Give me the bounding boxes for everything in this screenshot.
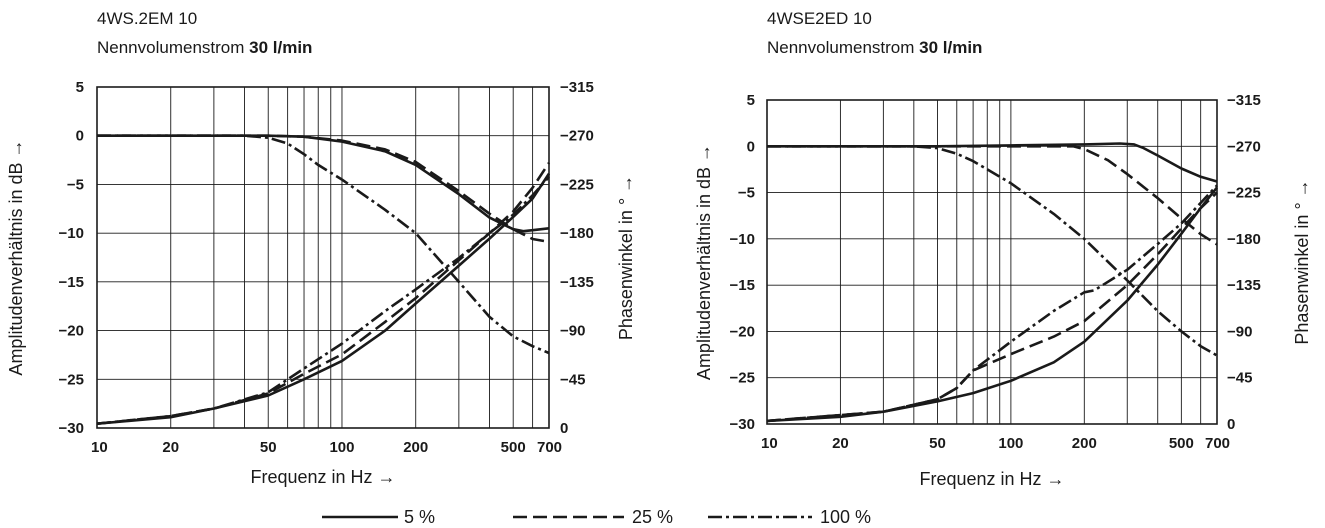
series-phase-25-line — [96, 162, 551, 425]
series-phase-100-line — [766, 184, 1218, 423]
x-tick-label: 100 — [998, 435, 1023, 452]
y-tick-label: 0 — [747, 138, 755, 155]
x-tick-label: 700 — [537, 439, 562, 456]
x-tick-label: 50 — [260, 439, 277, 456]
y-tick-label: −25 — [59, 371, 84, 388]
series-amplitude-100-line — [767, 145, 1218, 357]
y2-tick-label: −135 — [1227, 277, 1261, 294]
legend: 5 % 25 % 100 % — [322, 507, 871, 527]
x-tick-label: 10 — [761, 435, 778, 452]
y-tick-label: −30 — [730, 416, 755, 433]
x-axis-label: Frequenz in Hz → — [919, 469, 1064, 489]
y2-tick-label: −45 — [560, 371, 585, 388]
series-amplitude-5-line — [97, 134, 550, 233]
y2-tick-label: −45 — [1227, 370, 1252, 387]
legend-label-5: 5 % — [404, 507, 435, 527]
y-tick-label: −15 — [730, 277, 755, 294]
y-tick-label: 5 — [76, 79, 84, 96]
y-tick-label: 5 — [747, 92, 755, 109]
x-tick-label: 200 — [403, 439, 428, 456]
plot-frame — [766, 99, 1218, 425]
chart-2: 50−5−10−15−20−25−30−315−270−225−180−135−… — [694, 92, 1312, 489]
series-phase-100-line — [96, 176, 550, 425]
y-tick-label: −15 — [59, 274, 84, 291]
y-tick-label: −5 — [738, 185, 755, 202]
y2-axis-label: Phasenwinkel in ° → — [1292, 179, 1312, 344]
y-tick-label: −10 — [59, 225, 84, 242]
chart-1-subtitle-value: 30 l/min — [249, 38, 312, 57]
y-tick-label: −25 — [730, 370, 755, 387]
chart-1-title: 4WS.2EM 10 — [97, 9, 197, 28]
x-tick-label: 20 — [162, 439, 179, 456]
y2-tick-label: −90 — [560, 323, 585, 340]
chart-2-title: 4WSE2ED 10 — [767, 9, 872, 28]
series-amplitude-25-line — [97, 134, 550, 244]
x-tick-label: 500 — [501, 439, 526, 456]
y-axis-label: Amplitudenverhältnis in dB → — [6, 139, 26, 375]
chart-1-subtitle: Nennvolumenstrom 30 l/min — [97, 38, 312, 57]
y-axis-label: Amplitudenverhältnis in dB → — [694, 144, 714, 380]
y-tick-label: −20 — [59, 323, 84, 340]
y2-tick-label: 0 — [1227, 416, 1235, 433]
x-tick-label: 100 — [329, 439, 354, 456]
legend-label-25: 25 % — [632, 507, 673, 527]
y-tick-label: −30 — [59, 420, 84, 437]
y-tick-label: 0 — [76, 128, 84, 145]
plot-frame — [96, 86, 550, 429]
y2-tick-label: −180 — [1227, 231, 1261, 248]
y-tick-label: −5 — [67, 176, 84, 193]
chart-2-subtitle-prefix: Nennvolumenstrom — [767, 38, 914, 57]
x-tick-label: 200 — [1072, 435, 1097, 452]
y2-axis-label: Phasenwinkel in ° → — [616, 175, 636, 340]
y2-tick-label: −180 — [560, 225, 594, 242]
series-amplitude-25-line — [767, 145, 1218, 246]
y-tick-label: −10 — [730, 231, 755, 248]
chart-1-subtitle-prefix: Nennvolumenstrom — [97, 38, 244, 57]
legend-label-100: 100 % — [820, 507, 871, 527]
y2-tick-label: −90 — [1227, 323, 1252, 340]
y2-tick-label: −315 — [1227, 92, 1261, 109]
series-amplitude-100-line — [97, 134, 550, 355]
series-phase-5-line — [766, 186, 1219, 423]
chart-2-subtitle: Nennvolumenstrom 30 l/min — [767, 38, 982, 57]
y2-tick-label: −135 — [560, 274, 594, 291]
x-tick-label: 10 — [91, 439, 108, 456]
series-amplitude-5-line — [767, 142, 1218, 183]
y2-tick-label: −315 — [560, 79, 594, 96]
series-phase-5-line — [96, 172, 551, 425]
x-tick-label: 700 — [1205, 435, 1230, 452]
chart-1: 50−5−10−15−20−25−30−315−270−225−180−135−… — [6, 79, 636, 487]
x-axis-label: Frequenz in Hz → — [250, 467, 395, 487]
chart-2-subtitle-value: 30 l/min — [919, 38, 982, 57]
y-tick-label: −20 — [730, 323, 755, 340]
y2-tick-label: 0 — [560, 420, 568, 437]
x-tick-label: 20 — [832, 435, 849, 452]
y2-tick-label: −270 — [560, 128, 594, 145]
series-phase-25-line — [766, 191, 1218, 423]
x-tick-label: 50 — [929, 435, 946, 452]
y2-tick-label: −225 — [560, 176, 594, 193]
y2-tick-label: −270 — [1227, 138, 1261, 155]
x-tick-label: 500 — [1169, 435, 1194, 452]
y2-tick-label: −225 — [1227, 185, 1261, 202]
